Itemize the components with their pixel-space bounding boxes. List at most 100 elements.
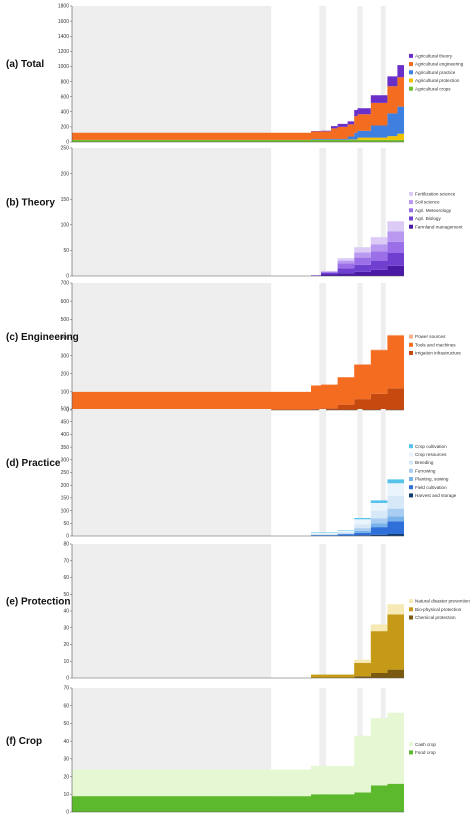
y-tick-label: 100 xyxy=(61,508,70,514)
panel-1: 0 200 400 600 800 1000 1200 1400 1600 1800 (a) Tot… xyxy=(6,4,464,146)
legend-swatch xyxy=(409,86,413,91)
y-tick-label: 200 xyxy=(61,171,70,177)
legend-swatch xyxy=(409,444,413,449)
y-tick-label: 60 xyxy=(63,703,69,709)
y-tick-label: 0 xyxy=(66,408,69,414)
y-tick-label: 400 xyxy=(61,432,70,438)
y-tick-label: 500 xyxy=(61,317,70,323)
legend-swatch xyxy=(409,485,413,490)
y-tick-label: 40 xyxy=(63,739,69,745)
panel-title: (a) Total xyxy=(6,59,44,70)
y-tick-label: 800 xyxy=(61,79,70,85)
y-tick-label: 1000 xyxy=(58,64,69,70)
area-agricultural-protection xyxy=(72,133,404,140)
panel-title: (d) Practice xyxy=(6,458,61,469)
shaded-band xyxy=(380,283,386,410)
y-tick-label: 50 xyxy=(63,721,69,727)
y-tick-label: 200 xyxy=(61,125,70,131)
panel-2: 0 50 100 150 200 250 (b) Theory Fertilization s… xyxy=(6,146,463,280)
y-tick-label: 30 xyxy=(63,625,69,631)
legend-swatch xyxy=(409,224,413,229)
shaded-band xyxy=(357,6,363,142)
panel-4: 0 50 100 150 200 250 300 350 400 450 500 (d) Practi… xyxy=(6,407,457,540)
shaded-band xyxy=(380,544,386,678)
shaded-band xyxy=(319,148,326,276)
shaded-band xyxy=(357,544,363,678)
legend-swatch xyxy=(409,208,413,213)
y-tick-label: 0 xyxy=(66,140,69,146)
legend-swatch xyxy=(409,460,413,465)
y-tick-label: 600 xyxy=(61,299,70,305)
legend-label: Irrigation infrastructure xyxy=(415,351,461,356)
area-farmland-management xyxy=(72,260,404,276)
legend-label: Breeding xyxy=(415,460,434,465)
y-tick-label: 50 xyxy=(63,248,69,254)
y-tick-label: 300 xyxy=(61,458,70,464)
shaded-band xyxy=(357,148,363,276)
area-agricultural-practice xyxy=(72,101,404,140)
shaded-band xyxy=(380,6,386,142)
shaded-band xyxy=(380,409,386,536)
legend-label: Agricultural crops xyxy=(415,86,451,91)
shaded-band xyxy=(319,544,326,678)
legend-label: Agricultural practice xyxy=(415,70,456,75)
panel-title: (b) Theory xyxy=(6,198,55,209)
legend-label: Soil science xyxy=(415,200,440,205)
shaded-band xyxy=(72,283,272,410)
legend-swatch xyxy=(409,334,413,339)
area-agricultural-crops xyxy=(72,139,404,142)
shaded-band xyxy=(72,148,272,276)
y-tick-label: 100 xyxy=(61,390,70,396)
y-tick-label: 0 xyxy=(66,810,69,816)
y-tick-label: 200 xyxy=(61,483,70,489)
legend-swatch xyxy=(409,342,413,347)
legend-swatch xyxy=(409,351,413,355)
shaded-band xyxy=(319,6,326,142)
legend-label: Agricultural engineering xyxy=(415,62,464,67)
y-tick-label: 70 xyxy=(63,558,69,564)
y-tick-label: 20 xyxy=(63,774,69,780)
shaded-band xyxy=(72,6,272,142)
legend-swatch xyxy=(409,70,413,75)
panel-5: 0 10 20 30 40 50 60 70 80 (e) Protection Natural d… xyxy=(6,542,470,682)
y-tick-label: 200 xyxy=(61,371,70,377)
y-tick-label: 400 xyxy=(61,109,70,115)
y-tick-label: 1600 xyxy=(58,19,69,25)
legend-swatch xyxy=(409,452,413,457)
y-tick-label: 150 xyxy=(61,197,70,203)
area-food-crop xyxy=(72,781,404,812)
legend-swatch xyxy=(409,477,413,481)
shaded-band xyxy=(357,409,363,536)
y-tick-label: 70 xyxy=(63,686,69,692)
y-tick-label: 1200 xyxy=(58,49,69,55)
legend-label: Agri. Meteorology xyxy=(415,208,452,213)
y-tick-label: 250 xyxy=(61,146,70,152)
legend-swatch xyxy=(409,468,413,473)
legend-label: Agricultural theory xyxy=(415,54,453,59)
y-tick-label: 600 xyxy=(61,94,70,100)
shaded-band xyxy=(72,544,272,678)
y-tick-label: 80 xyxy=(63,542,69,548)
area-chemical-protection xyxy=(72,661,404,678)
y-tick-label: 700 xyxy=(61,281,70,287)
legend-label: Crop cultivation xyxy=(415,444,447,449)
legend-label: Tools and machines xyxy=(415,342,456,347)
shaded-band xyxy=(72,409,272,536)
shaded-band xyxy=(319,688,326,812)
shaded-band xyxy=(319,409,326,536)
y-tick-label: 10 xyxy=(63,792,69,798)
y-tick-label: 0 xyxy=(66,534,69,540)
legend-label: Natural disaster prevention xyxy=(415,599,470,604)
y-tick-label: 250 xyxy=(61,470,70,476)
shaded-band xyxy=(319,283,326,410)
y-tick-label: 350 xyxy=(61,445,70,451)
area-cash-crop xyxy=(72,700,404,797)
y-tick-label: 150 xyxy=(61,496,70,502)
panel-title: (f) Crop xyxy=(6,736,42,747)
panel-title: (c) Engineering xyxy=(6,332,79,343)
legend-swatch xyxy=(409,607,413,612)
legend-label: Fertilization science xyxy=(415,192,456,197)
legend-label: Food crop xyxy=(415,750,436,755)
legend-label: Harvest and storage xyxy=(415,493,457,498)
y-tick-label: 100 xyxy=(61,223,70,229)
